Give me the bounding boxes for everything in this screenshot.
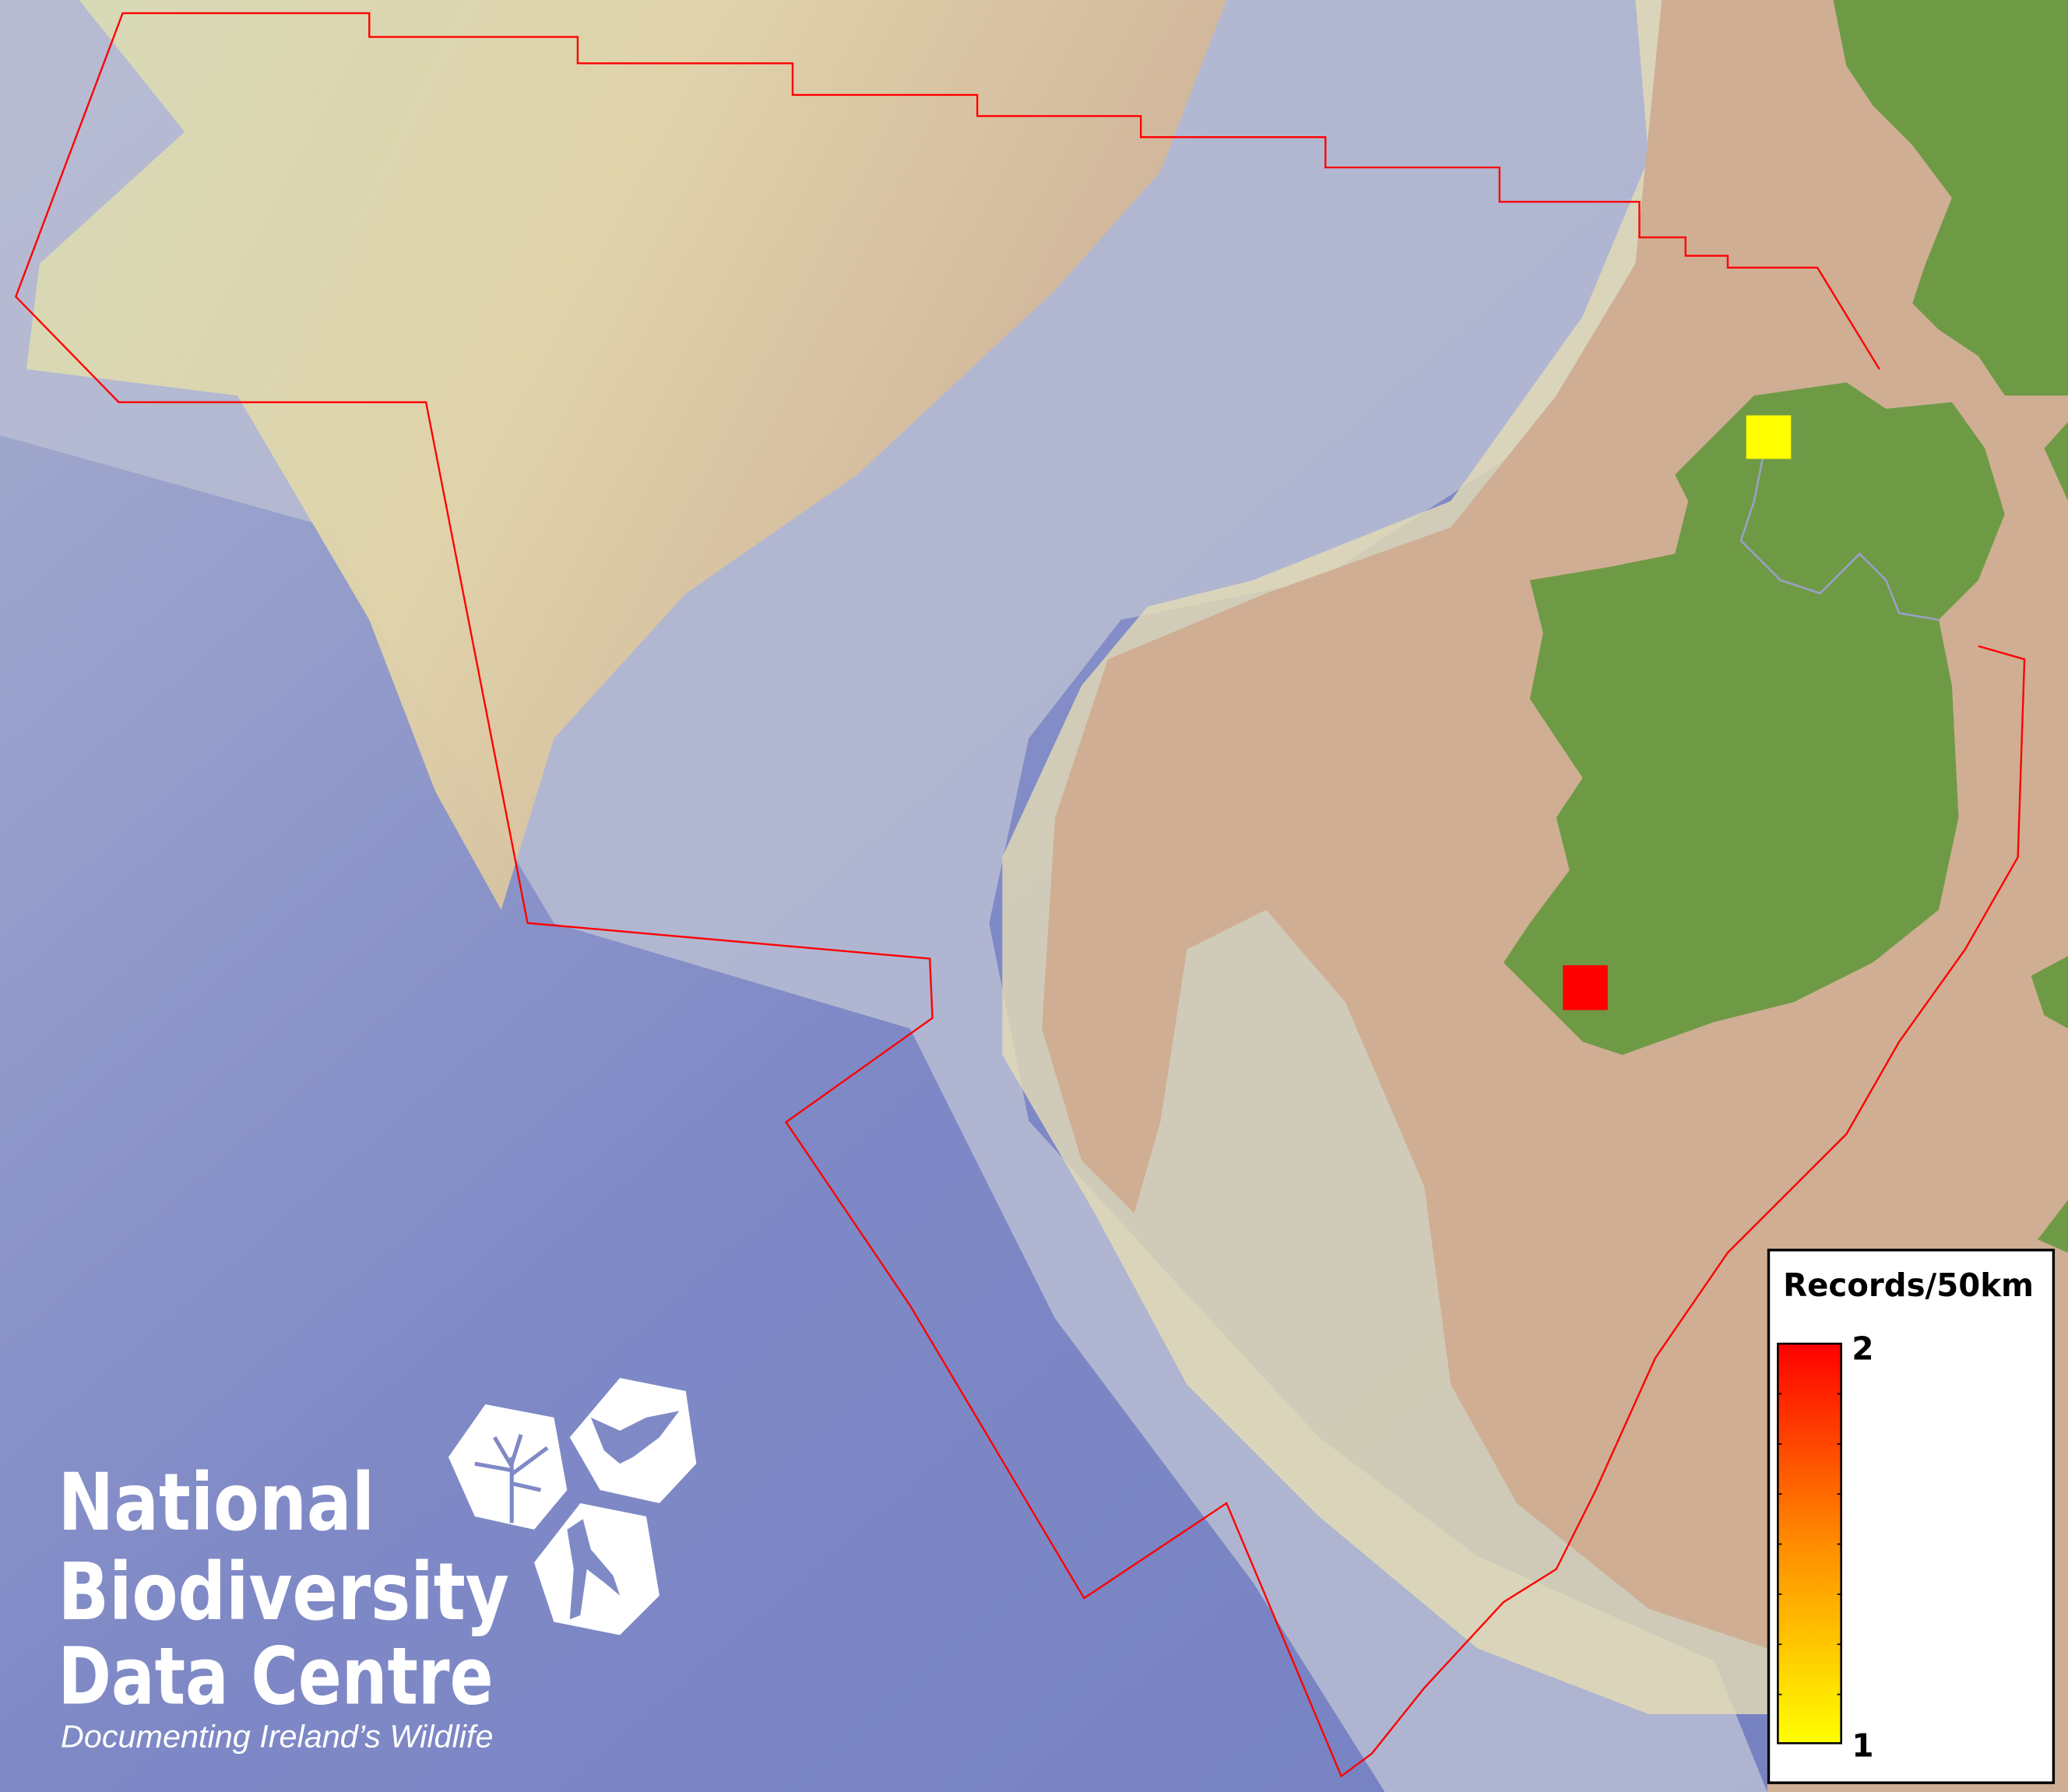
logo-tagline: Documenting Ireland’s Wildlife [61, 1718, 494, 1754]
nbdc-logo: National Biodiversity Data Centre Docume… [58, 1378, 697, 1754]
legend: Records/50km 2 1 [1767, 1249, 2056, 1784]
northern-ireland-border [1739, 434, 1940, 621]
legend-min-label: 1 [1852, 1727, 1873, 1764]
legend-max-label: 2 [1852, 1330, 1873, 1367]
record-square-1[interactable] [1746, 415, 1792, 459]
legend-colorbar [1777, 1342, 1842, 1745]
logo-line-3: Data Centre [58, 1631, 494, 1723]
boundary-line [14, 12, 2026, 1778]
logo-line-2: Biodiversity [58, 1546, 509, 1638]
scotland-landmass [1833, 0, 2068, 396]
porcupine-bank-shelf [26, 0, 1227, 910]
tree-icon [448, 1404, 568, 1530]
record-square-2[interactable] [1563, 965, 1608, 1010]
butterfly-icon [569, 1378, 697, 1504]
legend-ticks [1778, 1393, 1841, 1695]
legend-title: Records/50km [1783, 1267, 2034, 1304]
ireland-landmass [1504, 382, 2005, 1056]
logo-line-1: National [58, 1456, 375, 1548]
seahorse-icon [534, 1503, 659, 1636]
